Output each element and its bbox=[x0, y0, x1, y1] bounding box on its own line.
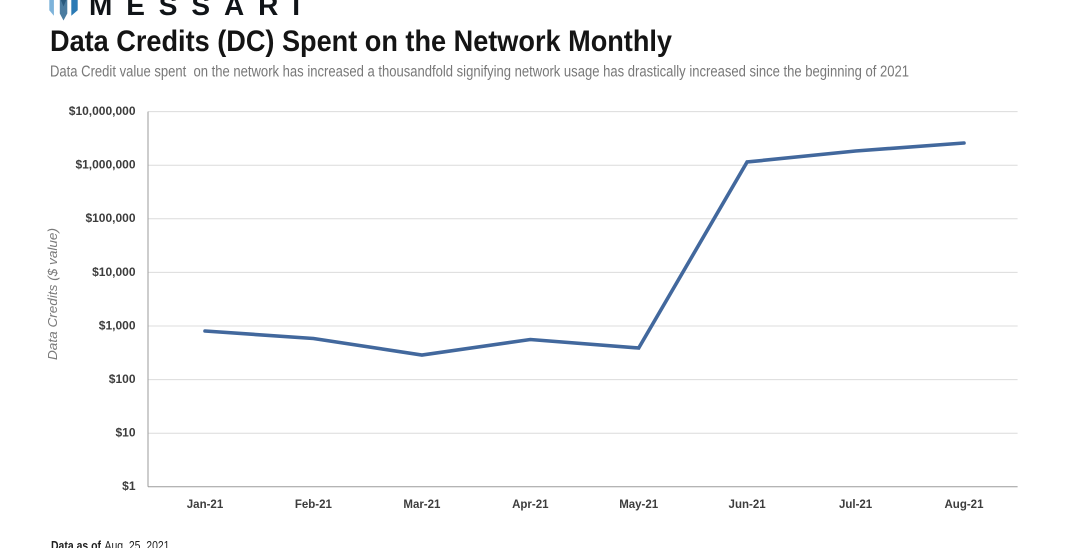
svg-text:Jan-21: Jan-21 bbox=[187, 499, 224, 511]
svg-text:MESSARI: MESSARI bbox=[89, 0, 300, 21]
svg-text:Aug-21: Aug-21 bbox=[945, 499, 985, 511]
svg-text:Feb-21: Feb-21 bbox=[295, 499, 333, 511]
svg-text:May-21: May-21 bbox=[619, 499, 659, 511]
svg-text:$100,000: $100,000 bbox=[85, 211, 135, 225]
svg-text:Apr-21: Apr-21 bbox=[512, 499, 549, 511]
svg-text:$1,000: $1,000 bbox=[99, 318, 136, 332]
svg-text:$10,000,000: $10,000,000 bbox=[69, 104, 136, 118]
svg-text:$10: $10 bbox=[115, 426, 135, 440]
svg-text:$100: $100 bbox=[109, 372, 136, 386]
svg-text:Jun-21: Jun-21 bbox=[729, 499, 767, 511]
svg-text:Aug. 25, 2021: Aug. 25, 2021 bbox=[105, 539, 170, 548]
svg-text:Mar-21: Mar-21 bbox=[403, 499, 441, 511]
svg-text:$1,000,000: $1,000,000 bbox=[75, 158, 135, 172]
svg-text:Data Credit value spent on th: Data Credit value spent on the network h… bbox=[50, 64, 909, 81]
svg-text:$1: $1 bbox=[122, 479, 136, 493]
svg-text:Jul-21: Jul-21 bbox=[839, 499, 873, 511]
svg-text:Data Credits (DC) Spent on the: Data Credits (DC) Spent on the Network M… bbox=[50, 25, 672, 58]
svg-text:Data Credits ($ value): Data Credits ($ value) bbox=[46, 228, 60, 360]
svg-text:$10,000: $10,000 bbox=[92, 265, 136, 279]
svg-text:Data as of: Data as of bbox=[51, 539, 102, 548]
